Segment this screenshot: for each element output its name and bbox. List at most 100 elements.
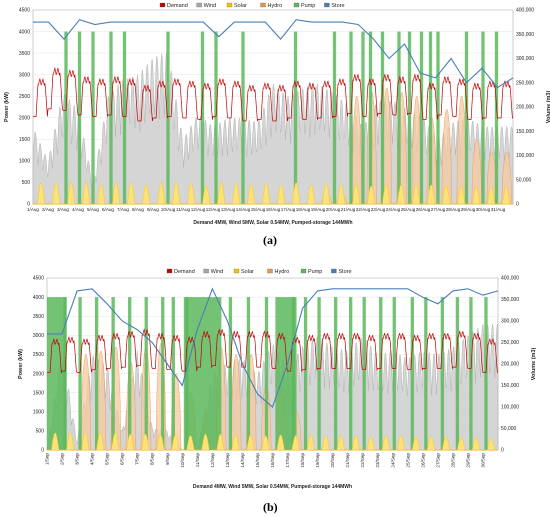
x-tick-label-21: 21/Aug (341, 207, 356, 212)
x-tick-label-24: 25/Sep (405, 453, 410, 468)
pump-bar-25 (469, 297, 473, 450)
x-tick-label-22: 22/Aug (356, 207, 371, 212)
pump-bar-19 (379, 297, 383, 450)
y-tick-label-3: 1500 (19, 137, 30, 143)
x-tick-label-28: 28/Aug (446, 207, 461, 212)
x-tick-label-6: 7/Sep (135, 453, 140, 465)
x-tick-label-15: 15/Aug (251, 207, 266, 212)
x-tick-label-9: 10/Aug (161, 207, 176, 212)
pump-bar-15 (317, 297, 321, 450)
pump-bar-24 (455, 297, 460, 450)
pump-bar-18 (428, 31, 433, 204)
legend-swatch-solar (226, 2, 233, 8)
legend-swatch-solar (233, 268, 240, 274)
y-tick-label-0: 0 (27, 202, 30, 208)
x-tick-label-15: 16/Sep (270, 453, 275, 468)
legend-swatch-pump (293, 2, 300, 8)
legend-label-hydro: Hydro (275, 269, 290, 275)
legend-swatch-pump (300, 268, 307, 274)
pump-bar-12 (361, 31, 365, 204)
pump-block-2 (278, 297, 297, 450)
y-tick-label-6: 3000 (19, 72, 30, 78)
pump-bar-12 (275, 297, 279, 450)
chart-august: 0 500 1000 1500 2000 2500 3000 3500 4000 4500 0 50,… (4, 2, 550, 226)
series-store (33, 19, 514, 89)
pump-bar-1 (77, 31, 82, 204)
x-tick-label-3: 4/Sep (90, 453, 95, 465)
y-tick-label-5: 2500 (33, 352, 44, 358)
y2-axis-title: Volume (m3) (546, 91, 550, 124)
x-tick-label-21: 22/Sep (360, 453, 365, 468)
series-wind (46, 323, 499, 451)
series-demand (47, 328, 498, 374)
y2-tick-label-4: 200,000 (516, 105, 534, 111)
x-tick-label-16: 17/Sep (285, 453, 290, 468)
pump-bar-11 (349, 31, 353, 204)
x-tick-label-8: 9/Sep (165, 453, 170, 465)
pump-bar-2 (91, 31, 95, 204)
pump-bar-6 (161, 297, 165, 450)
x-tick-label-11: 12/Sep (210, 453, 215, 468)
x-tick-label-6: 7/Aug (117, 207, 129, 212)
y2-tick-label-2: 100,000 (501, 405, 519, 411)
y-tick-label-1: 500 (22, 180, 31, 186)
pump-bar-18 (362, 297, 366, 450)
x-tick-label-19: 20/Sep (330, 453, 335, 468)
y-axis-title: Power (kW) (18, 349, 24, 379)
x-tick-label-28: 29/Sep (465, 453, 470, 468)
x-tick-label-19: 19/Aug (311, 207, 326, 212)
y-tick-label-8: 4000 (19, 29, 30, 35)
y2-tick-label-8: 400,000 (516, 8, 534, 14)
legend-swatch-wind (203, 268, 209, 274)
legend-label-hydro: Hydro (268, 3, 283, 9)
x-tick-label-18: 18/Aug (296, 207, 311, 212)
series-solar (33, 182, 513, 205)
x-tick-label-9: 10/Sep (180, 453, 185, 468)
pump-bar-20 (464, 31, 469, 204)
y-axis-title: Power (kW) (4, 92, 10, 122)
x-tick-label-13: 14/Sep (240, 453, 245, 468)
x-tick-label-17: 18/Sep (300, 453, 305, 468)
legend-label-demand: Demand (174, 269, 195, 275)
pump-bar-6 (200, 31, 205, 204)
x-tick-label-2: 3/Aug (57, 207, 69, 212)
pump-bar-8 (241, 31, 245, 204)
x-tick-label-1: 2/Aug (42, 207, 54, 212)
y2-tick-label-5: 250,000 (516, 80, 534, 86)
legend-swatch-hydro (260, 2, 266, 8)
x-tick-label-13: 13/Aug (221, 207, 236, 212)
x-tick-label-17: 17/Aug (281, 207, 296, 212)
pump-bar-13 (368, 31, 373, 204)
pump-bar-4 (122, 31, 127, 204)
x-tick-label-20: 20/Aug (326, 207, 341, 212)
legend-label-store: Store (331, 3, 344, 9)
x-tick-label-10: 11/Aug (176, 207, 191, 212)
pump-bar-3 (111, 297, 115, 450)
legend-label-store: Store (338, 269, 351, 275)
y2-tick-label-0: 0 (516, 202, 519, 208)
x-tick-label-29: 30/Sep (480, 453, 485, 468)
legend-label-solar: Solar (241, 269, 254, 275)
x-tick-label-29: 29/Aug (461, 207, 476, 212)
y-tick-label-9: 4500 (19, 8, 30, 14)
legend-label-pump: Pump (301, 3, 315, 9)
legend-swatch-hydro (267, 268, 273, 274)
pump-bar-17 (349, 297, 353, 450)
x-tick-label-3: 4/Aug (72, 207, 84, 212)
y2-tick-label-2: 100,000 (516, 153, 534, 159)
pump-bar-1 (78, 297, 82, 450)
pump-bar-7 (214, 31, 218, 204)
y-tick-label-2: 1000 (19, 159, 30, 165)
legend-swatch-wind (196, 2, 202, 8)
pump-bar-17 (419, 31, 424, 204)
x-tick-label-1: 2/Sep (60, 453, 65, 465)
pump-bar-15 (397, 31, 401, 204)
y-tick-label-4: 2000 (33, 371, 44, 377)
legend-swatch-demand (159, 2, 166, 8)
y2-tick-label-4: 200,000 (501, 362, 519, 368)
x-tick-label-20: 21/Sep (345, 453, 350, 468)
x-tick-label-8: 9/Aug (147, 207, 159, 212)
x-tick-label-11: 12/Aug (191, 207, 206, 212)
x-tick-label-26: 26/Aug (416, 207, 431, 212)
